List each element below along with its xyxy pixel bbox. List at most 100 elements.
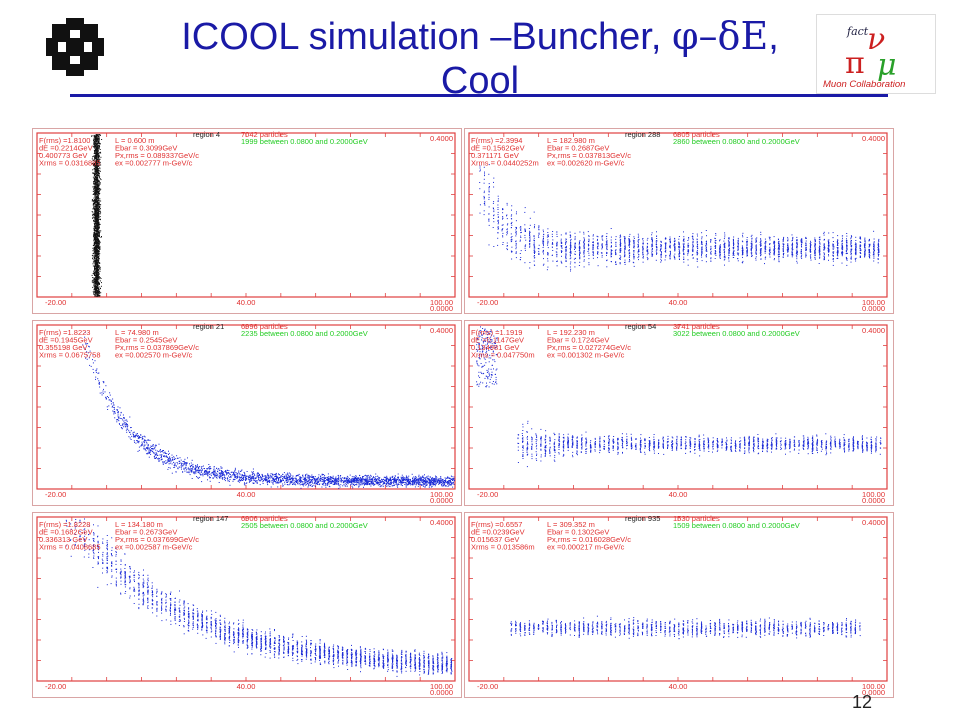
data-point [801, 245, 802, 247]
data-point [95, 268, 97, 270]
data-point [805, 252, 807, 254]
data-point [95, 284, 96, 286]
data-point [98, 273, 100, 275]
data-point [637, 241, 639, 243]
data-point [100, 219, 101, 221]
data-point [764, 246, 766, 248]
data-point [606, 266, 608, 268]
data-point [497, 216, 499, 218]
data-point [669, 241, 671, 242]
data-point [95, 269, 97, 271]
data-point [479, 212, 481, 214]
data-point [805, 256, 807, 258]
data-point [701, 232, 703, 234]
data-point [98, 135, 100, 137]
data-point [98, 276, 100, 278]
data-point [95, 184, 97, 185]
data-point [633, 246, 635, 248]
data-point [656, 248, 658, 250]
data-point [547, 252, 549, 253]
data-point [94, 218, 96, 220]
data-point [841, 243, 843, 245]
data-point [855, 251, 857, 253]
data-point [746, 240, 748, 242]
data-point [94, 285, 96, 287]
data-point [91, 280, 93, 282]
data-point [778, 253, 780, 255]
data-point [96, 251, 98, 253]
data-point [588, 240, 589, 242]
data-point [733, 243, 735, 245]
data-point [778, 241, 780, 242]
data-point [519, 253, 521, 254]
data-point [746, 253, 748, 255]
data-point [569, 258, 571, 260]
data-point [832, 264, 834, 266]
data-point [96, 237, 98, 239]
data-point [97, 274, 99, 276]
data-point [868, 250, 870, 252]
data-point [651, 237, 653, 238]
data-point [742, 250, 743, 252]
data-point [624, 250, 626, 252]
data-point [574, 246, 576, 248]
data-point [95, 178, 97, 180]
data-point [515, 242, 517, 244]
data-point [682, 250, 684, 252]
data-point [737, 254, 739, 256]
data-point [93, 283, 95, 285]
data-point [570, 252, 572, 254]
data-point [714, 258, 716, 259]
data-point [701, 251, 703, 253]
data-point [533, 251, 535, 253]
data-point [94, 230, 95, 232]
data-point [841, 252, 843, 254]
data-point [99, 267, 101, 269]
data-point [95, 167, 97, 169]
data-point [98, 136, 100, 138]
data-point [877, 253, 879, 255]
data-point [805, 248, 807, 250]
data-point [587, 251, 589, 252]
data-point [94, 174, 95, 176]
data-point [443, 482, 445, 484]
data-point [605, 236, 607, 238]
data-point [533, 227, 535, 229]
data-point [483, 178, 485, 180]
data-point [705, 256, 707, 258]
data-point [783, 237, 784, 239]
data-point [99, 134, 101, 136]
data-point [620, 236, 622, 238]
data-point [94, 208, 96, 210]
data-point [98, 256, 100, 258]
data-point [706, 249, 707, 250]
data-point [678, 242, 680, 244]
data-point [98, 247, 100, 249]
data-point [841, 251, 843, 253]
data-point [574, 251, 576, 253]
data-point [94, 272, 96, 274]
data-point [710, 253, 712, 255]
data-point [565, 232, 567, 234]
data-point [92, 186, 94, 188]
data-point [520, 257, 522, 258]
data-point [91, 162, 93, 164]
data-point [97, 271, 99, 273]
data-point [855, 245, 857, 247]
data-point [94, 229, 96, 231]
data-point [501, 230, 503, 232]
data-point [94, 152, 96, 154]
data-point [97, 174, 98, 176]
data-point [95, 260, 97, 262]
data-point [101, 139, 103, 140]
data-point [93, 202, 95, 203]
data-point [823, 243, 825, 245]
data-point [832, 245, 834, 247]
data-point [95, 256, 97, 258]
data-point [93, 164, 95, 165]
data-point [516, 211, 517, 213]
data-point [95, 176, 97, 178]
data-point [483, 214, 485, 216]
data-point [497, 198, 499, 200]
data-point [98, 227, 100, 229]
